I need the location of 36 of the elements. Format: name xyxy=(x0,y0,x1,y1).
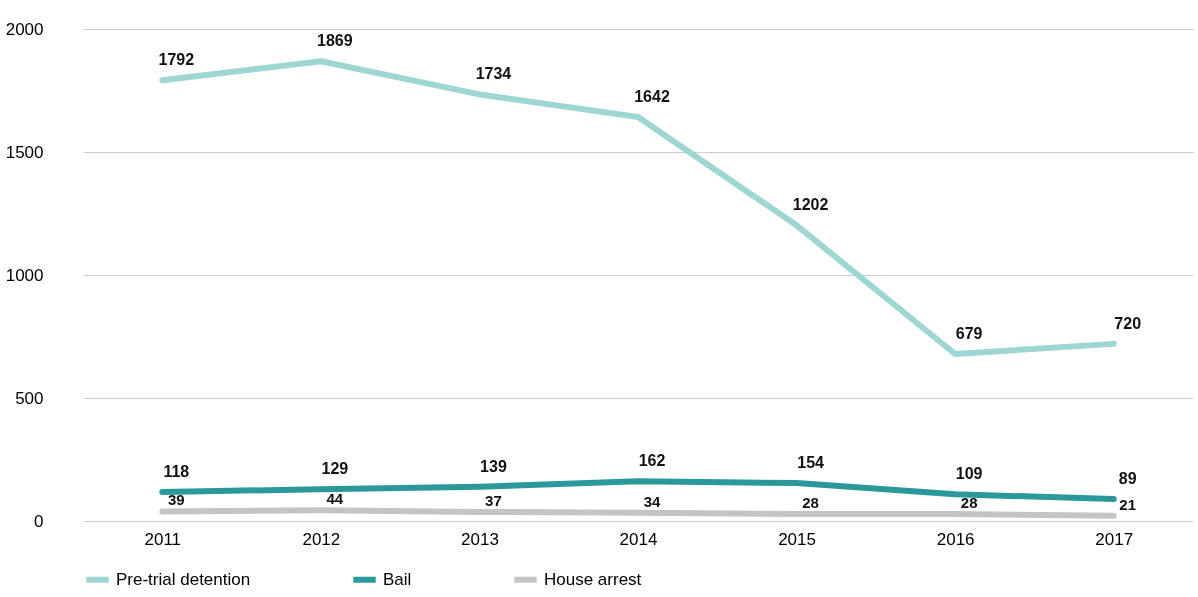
data-label: 21 xyxy=(1119,495,1137,513)
x-tick-label: 2015 xyxy=(778,529,816,549)
data-label: 679 xyxy=(955,324,983,342)
data-label: 1642 xyxy=(634,88,670,106)
data-label: 1792 xyxy=(158,51,195,69)
y-tick-label: 0 xyxy=(34,511,44,531)
x-tick-label: 2011 xyxy=(144,529,182,549)
data-label: 154 xyxy=(797,454,825,472)
data-label: 1869 xyxy=(317,32,353,50)
data-label: 1734 xyxy=(475,65,512,83)
data-label: 89 xyxy=(1118,470,1137,488)
data-label: 139 xyxy=(480,457,507,475)
x-tick-label: 2012 xyxy=(302,529,341,549)
data-label: 109 xyxy=(955,465,983,483)
legend-label: Bail xyxy=(383,569,412,589)
y-tick-label: 1500 xyxy=(5,142,44,162)
x-tick-label: 2016 xyxy=(936,529,975,549)
data-label: 1202 xyxy=(792,196,829,214)
legend-label: House arrest xyxy=(544,569,642,589)
data-label: 39 xyxy=(167,491,185,509)
data-label: 162 xyxy=(638,452,666,470)
y-tick-label: 1000 xyxy=(5,265,44,285)
data-label: 28 xyxy=(802,494,819,512)
x-tick-label: 2013 xyxy=(461,529,499,549)
y-tick-label: 2000 xyxy=(5,19,44,39)
legend-label: Pre-trial detention xyxy=(116,569,251,589)
data-label: 118 xyxy=(163,462,190,480)
x-tick-label: 2017 xyxy=(1095,529,1134,549)
data-label: 44 xyxy=(326,490,344,508)
x-tick-label: 2014 xyxy=(619,529,658,549)
y-tick-label: 500 xyxy=(15,388,44,408)
data-label: 37 xyxy=(485,491,502,509)
data-label: 129 xyxy=(321,460,349,478)
data-label: 34 xyxy=(643,492,661,510)
data-label: 720 xyxy=(1114,314,1142,332)
data-label: 28 xyxy=(960,494,978,512)
